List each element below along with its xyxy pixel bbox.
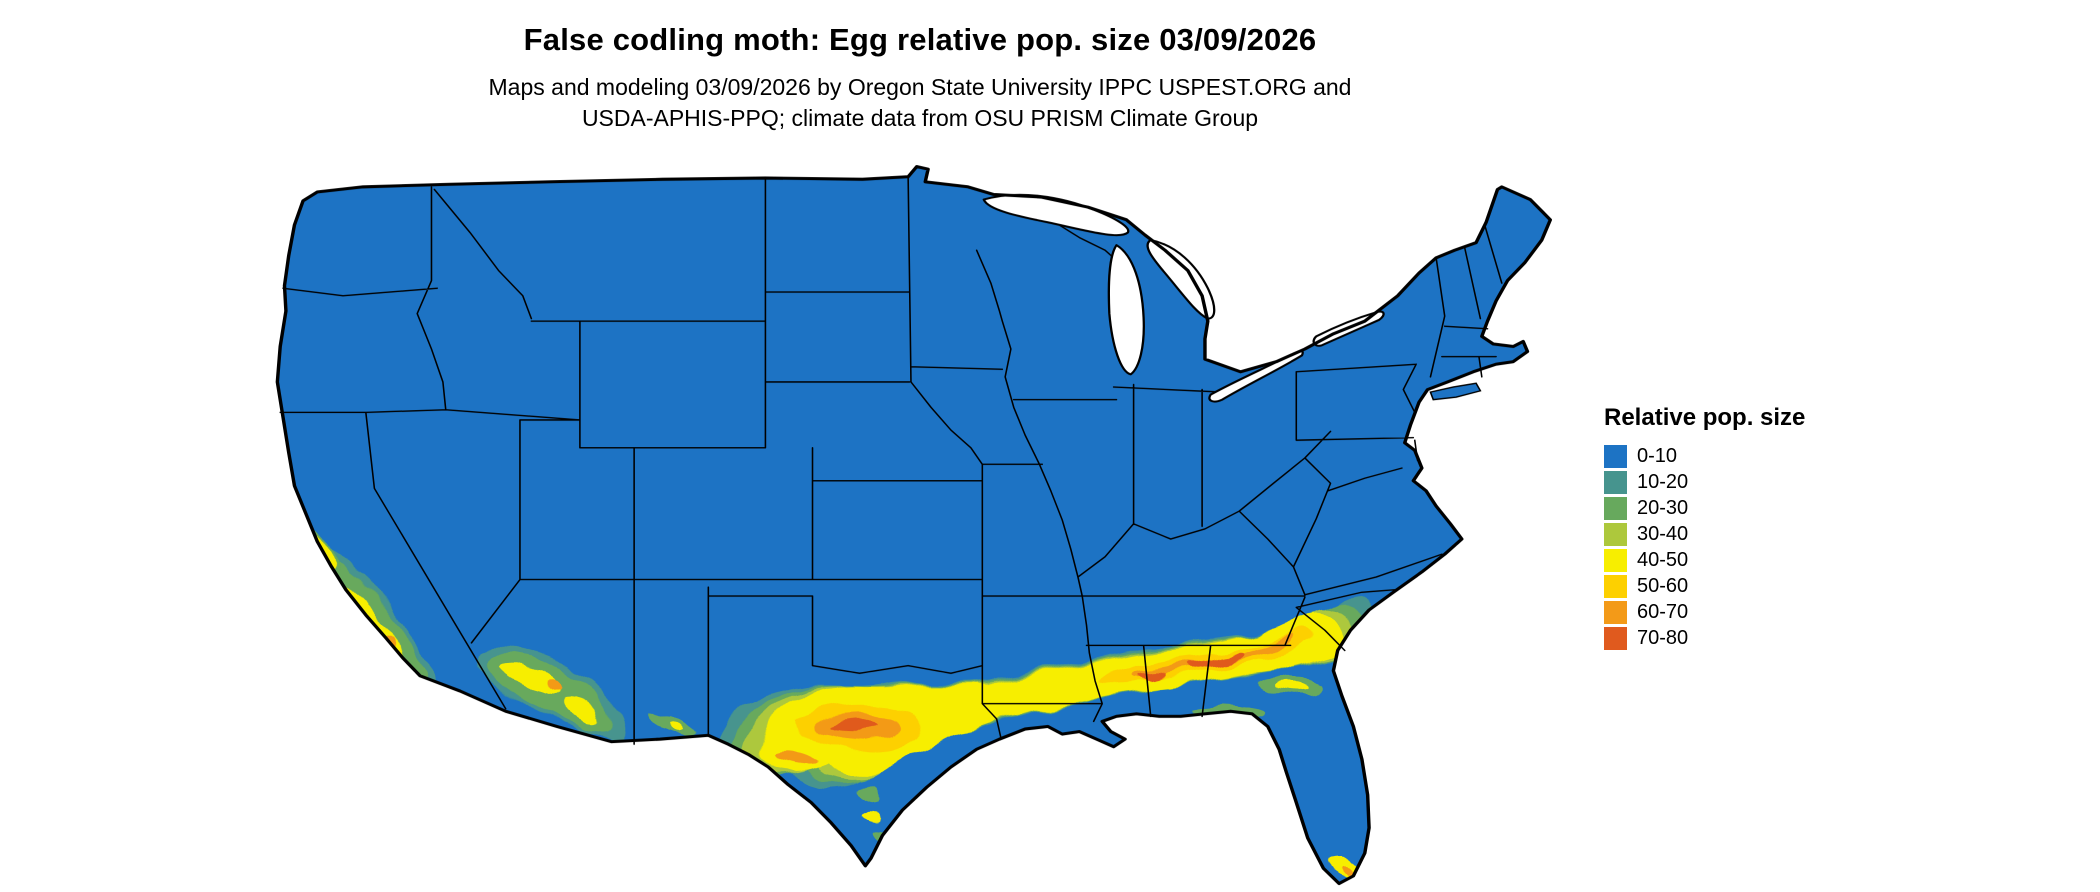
- legend-swatch: [1604, 522, 1627, 546]
- legend-label: 70-80: [1637, 626, 1689, 649]
- legend-swatch: [1604, 470, 1627, 494]
- nfl-yellow: [1277, 682, 1305, 693]
- legend-label: 50-60: [1637, 574, 1689, 597]
- legend-swatch: [1604, 444, 1627, 468]
- legend-item: 0-10: [1604, 443, 1805, 469]
- az-yellow-2: [564, 695, 601, 724]
- stx-yellow: [861, 811, 882, 824]
- band-red-tx: [831, 720, 880, 731]
- az-yellow-1: [502, 664, 562, 695]
- lake-erie: [1208, 350, 1304, 403]
- lake-superior: [982, 193, 1130, 237]
- us-landmass: [277, 166, 1551, 884]
- legend-label: 20-30: [1637, 496, 1689, 519]
- legend-item: 50-60: [1604, 573, 1805, 599]
- map-attribution-line2: USDA-APHIS-PPQ; climate data from OSU PR…: [581, 105, 1259, 131]
- legend-item: 10-20: [1604, 469, 1805, 495]
- legend-title: Relative pop. size: [1604, 404, 1806, 431]
- fl-tip-orange: [1342, 866, 1353, 876]
- legend-swatch: [1604, 600, 1627, 624]
- legend-label: 0-10: [1637, 444, 1678, 467]
- legend-swatch: [1604, 496, 1627, 520]
- legend-label: 60-70: [1637, 600, 1689, 623]
- nm-yellow: [668, 720, 686, 731]
- legend-label: 30-40: [1637, 522, 1689, 545]
- legend-swatch: [1604, 626, 1627, 650]
- long-island: [1429, 382, 1482, 401]
- band-orange-riogrande: [773, 749, 818, 766]
- legend-swatch: [1604, 548, 1627, 572]
- legend-item: 40-50: [1604, 547, 1805, 573]
- legend-item: 30-40: [1604, 521, 1805, 547]
- map-title: False codling moth: Egg relative pop. si…: [523, 22, 1317, 57]
- legend: Relative pop. size 0-10 10-20 20-30 30-4…: [1604, 404, 1805, 651]
- band-orange-east: [1129, 635, 1297, 680]
- band-red-ms: [1135, 671, 1166, 681]
- legend-swatch: [1604, 574, 1627, 598]
- legend-item: 60-70: [1604, 599, 1805, 625]
- plot-header: False codling moth: Egg relative pop. si…: [0, 22, 1840, 134]
- band-red-alga: [1188, 652, 1247, 669]
- legend-item: 70-80: [1604, 625, 1805, 651]
- az-orange: [548, 680, 564, 692]
- state-borders: [279, 176, 1503, 745]
- map-attribution: Maps and modeling 03/09/2026 by Oregon S…: [0, 72, 1840, 134]
- map-attribution-line1: Maps and modeling 03/09/2026 by Oregon S…: [488, 74, 1352, 100]
- lake-michigan: [1107, 244, 1145, 376]
- legend-label: 10-20: [1637, 470, 1689, 493]
- legend-label: 40-50: [1637, 548, 1689, 571]
- legend-item: 20-30: [1604, 495, 1805, 521]
- stx-green-1: [853, 788, 880, 803]
- us-map: [275, 164, 1553, 886]
